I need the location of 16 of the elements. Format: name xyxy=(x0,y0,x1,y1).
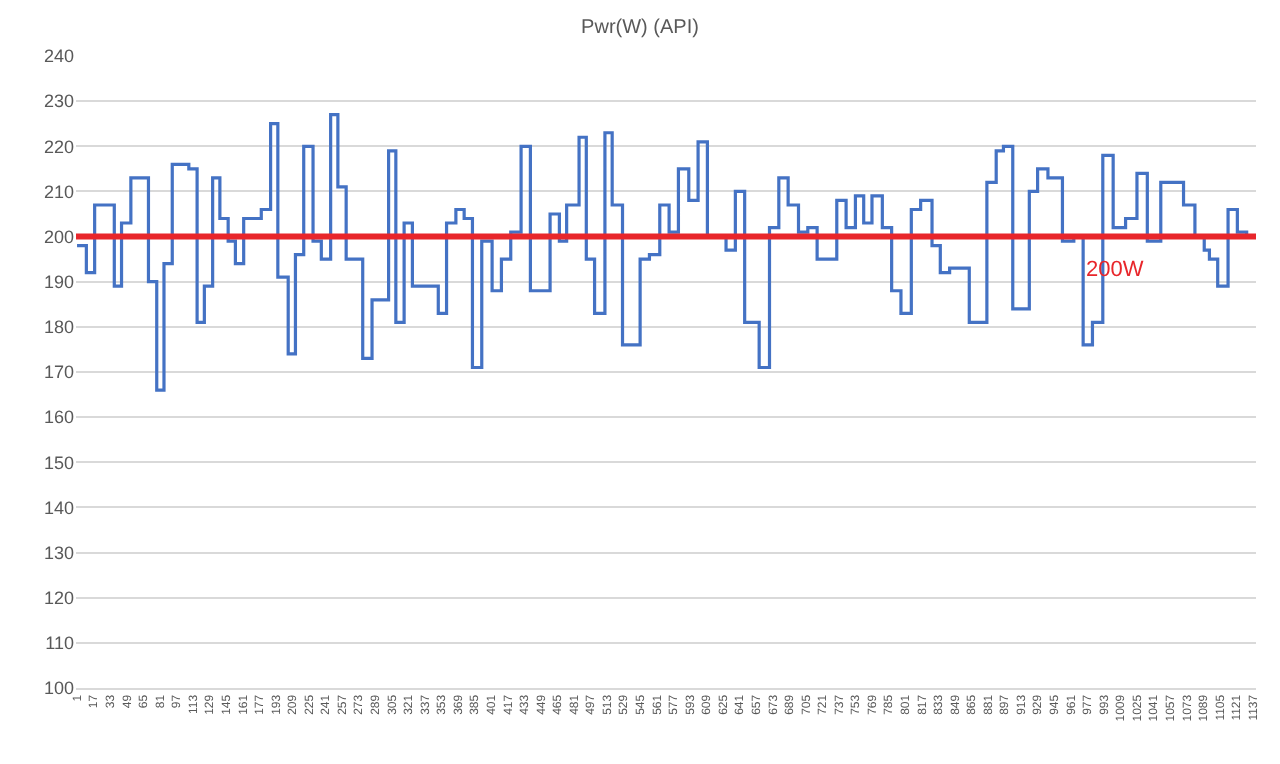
y-tick-label: 210 xyxy=(43,181,74,202)
y-tick-label: 160 xyxy=(43,407,74,428)
y-tick-label: 120 xyxy=(43,588,74,609)
y-tick-label: 200 xyxy=(43,226,74,247)
chart-title: Pwr(W) (API) xyxy=(581,17,699,40)
y-tick-label: 180 xyxy=(43,317,74,338)
y-tick-label: 110 xyxy=(45,633,74,654)
y-tick-label: 100 xyxy=(43,678,74,699)
y-tick-label: 150 xyxy=(43,452,74,473)
y-tick-label: 170 xyxy=(43,362,74,383)
y-tick-label: 240 xyxy=(43,46,74,67)
y-tick-label: 220 xyxy=(43,136,74,157)
y-tick-label: 230 xyxy=(43,91,74,112)
y-tick-label: 130 xyxy=(43,542,74,563)
y-tick-label: 140 xyxy=(43,497,74,518)
y-tick-label: 190 xyxy=(43,272,74,293)
